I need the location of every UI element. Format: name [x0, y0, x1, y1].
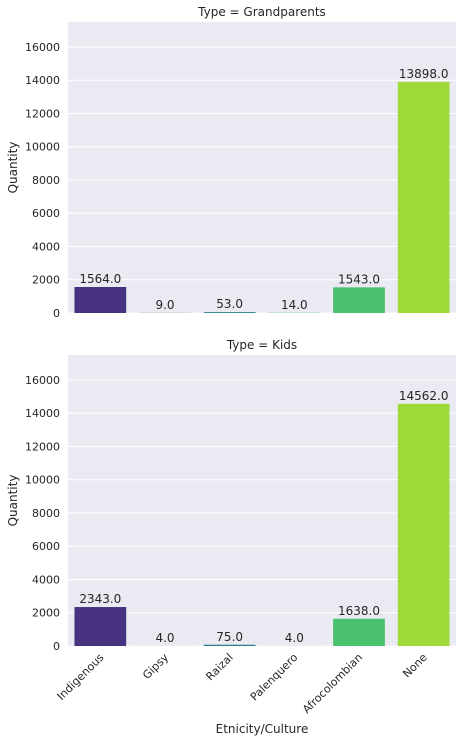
bar-value-label-1-5: 14562.0 [399, 389, 449, 403]
bar-value-label-0-4: 1543.0 [338, 272, 380, 286]
y-tick-label-0-3: 6000 [32, 207, 60, 220]
x-tick-label-1: Gipsy [140, 651, 171, 682]
x-axis-label: Etnicity/Culture [216, 722, 309, 736]
x-tick-label-5: None [400, 651, 430, 681]
bar-value-label-1-4: 1638.0 [338, 604, 380, 618]
x-tick-label-3: Palenquero [248, 651, 301, 704]
y-tick-label-1-6: 12000 [25, 440, 60, 453]
bar-1-0 [74, 607, 126, 646]
bar-value-label-0-3: 14.0 [281, 298, 308, 312]
bar-value-label-1-1: 4.0 [155, 631, 174, 645]
y-tick-label-0-4: 8000 [32, 174, 60, 187]
y-tick-label-1-1: 2000 [32, 607, 60, 620]
bar-1-2 [204, 645, 256, 646]
panel-title-0: Type = Grandparents [197, 5, 326, 19]
bar-1-4 [333, 619, 385, 646]
y-tick-label-1-0: 0 [53, 640, 60, 653]
x-tick-label-4: Afrocolombian [300, 651, 365, 716]
y-tick-label-1-7: 14000 [25, 407, 60, 420]
bar-value-label-0-2: 53.0 [216, 297, 243, 311]
y-tick-label-0-5: 10000 [25, 141, 60, 154]
y-tick-label-0-0: 0 [53, 307, 60, 320]
bar-value-label-1-3: 4.0 [285, 631, 304, 645]
y-axis-label-1: Quantity [6, 475, 20, 527]
y-tick-label-0-8: 16000 [25, 41, 60, 54]
y-tick-label-1-8: 16000 [25, 374, 60, 387]
y-tick-label-0-2: 4000 [32, 240, 60, 253]
bar-value-label-0-5: 13898.0 [399, 67, 449, 81]
x-tick-label-0: Indigenous [55, 651, 107, 703]
y-tick-label-0-1: 2000 [32, 274, 60, 287]
bar-value-label-1-0: 2343.0 [79, 592, 121, 606]
bar-value-label-1-2: 75.0 [216, 630, 243, 644]
y-tick-label-0-7: 14000 [25, 74, 60, 87]
y-axis-label-0: Quantity [6, 142, 20, 194]
y-tick-label-0-6: 12000 [25, 107, 60, 120]
bar-0-5 [398, 82, 450, 313]
bar-value-label-0-0: 1564.0 [79, 272, 121, 286]
y-tick-label-1-4: 8000 [32, 507, 60, 520]
bar-0-0 [74, 287, 126, 313]
bar-0-2 [204, 312, 256, 313]
x-tick-label-2: Raizal [203, 651, 235, 683]
bar-0-4 [333, 287, 385, 313]
y-tick-label-1-2: 4000 [32, 573, 60, 586]
y-tick-label-1-5: 10000 [25, 474, 60, 487]
bar-1-5 [398, 404, 450, 646]
bar-value-label-0-1: 9.0 [155, 298, 174, 312]
y-tick-label-1-3: 6000 [32, 540, 60, 553]
panel-title-1: Type = Kids [226, 338, 297, 352]
